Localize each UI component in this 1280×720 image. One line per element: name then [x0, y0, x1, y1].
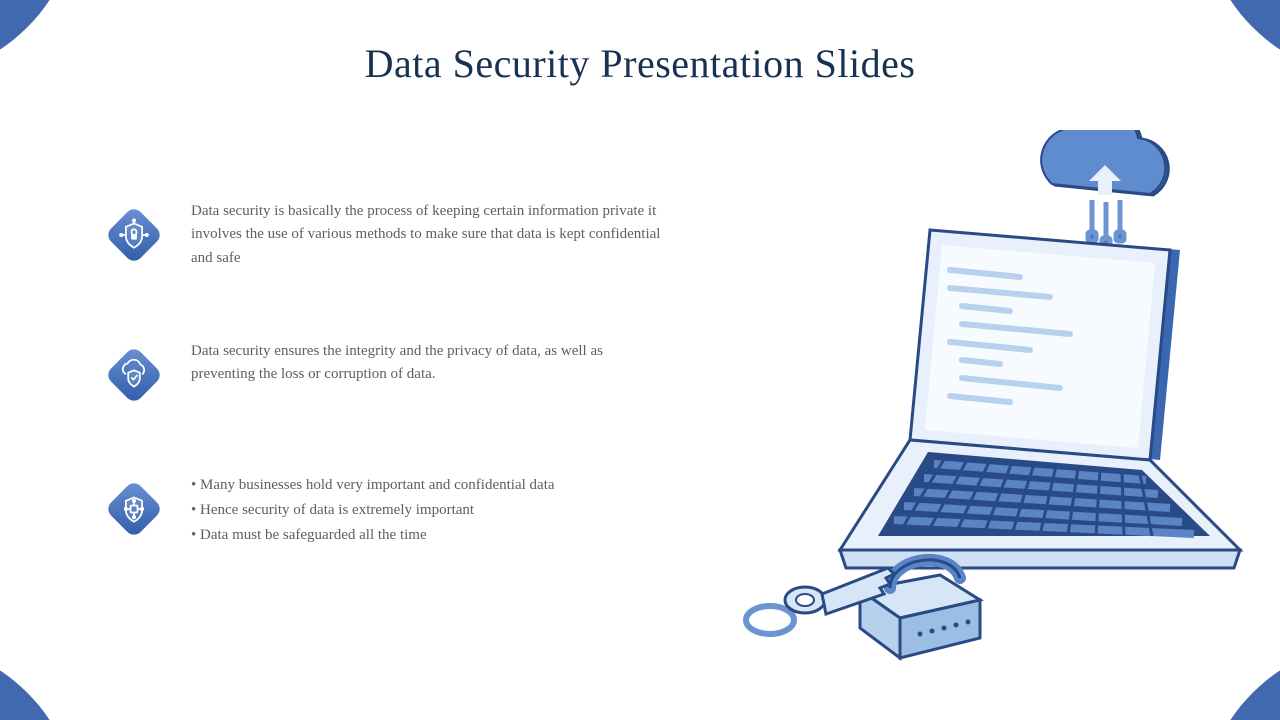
item-3: Many businesses hold very important and … — [105, 474, 665, 550]
item-2: Data security ensures the integrity and … — [105, 340, 665, 404]
slide: Data Security Presentation Slides — [0, 0, 1280, 720]
slide-title: Data Security Presentation Slides — [0, 40, 1280, 87]
item-3-text: Many businesses hold very important and … — [191, 474, 555, 550]
item-1: Data security is basically the process o… — [105, 200, 665, 270]
cloud-upload-icon — [1041, 130, 1168, 247]
bullet: Data must be safeguarded all the time — [191, 524, 555, 547]
cloud-shield-icon — [105, 346, 163, 404]
item-2-text: Data security ensures the integrity and … — [191, 340, 665, 387]
bullet: Hence security of data is extremely impo… — [191, 499, 555, 522]
bullet-section: Data security is basically the process o… — [105, 200, 665, 620]
shield-chip-icon — [105, 480, 163, 538]
bullet: Many businesses hold very important and … — [191, 474, 555, 497]
item-3-list: Many businesses hold very important and … — [191, 474, 555, 548]
corner-decor-bl — [0, 640, 80, 720]
laptop-cloud-security-illustration — [710, 130, 1250, 670]
item-1-text: Data security is basically the process o… — [191, 200, 665, 270]
shield-lock-circuit-icon — [105, 206, 163, 264]
laptop-icon — [840, 230, 1240, 568]
